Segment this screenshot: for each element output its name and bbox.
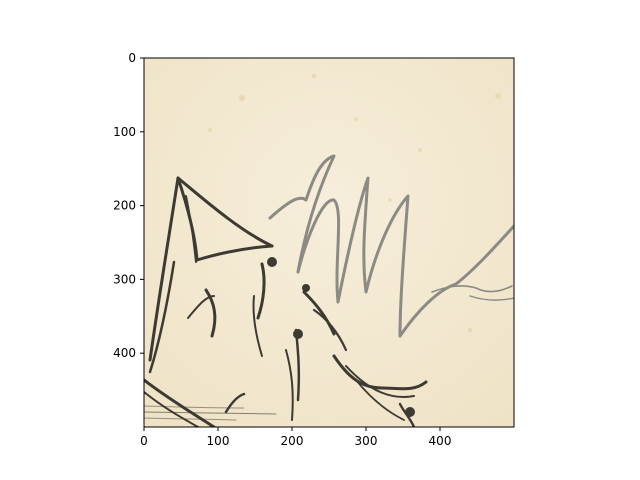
signature (268, 154, 514, 338)
x-tick-label: 400 (429, 434, 452, 448)
y-axis: 0 100 200 300 400 (113, 51, 144, 360)
plot-area (144, 58, 514, 427)
y-tick-label: 400 (113, 346, 136, 360)
engraving-figures (267, 257, 415, 417)
y-tick-label: 100 (113, 125, 136, 139)
image-background (144, 58, 514, 427)
x-tick-label: 200 (281, 434, 304, 448)
x-tick-label: 0 (140, 434, 148, 448)
y-tick-label: 200 (113, 199, 136, 213)
x-tick-label: 300 (355, 434, 378, 448)
x-axis: 0 100 200 300 400 (140, 427, 451, 448)
x-tick-label: 100 (207, 434, 230, 448)
y-tick-label: 0 (128, 51, 136, 65)
axes-frame (143, 57, 515, 428)
paper-texture (208, 73, 501, 333)
y-tick-label: 300 (113, 272, 136, 286)
